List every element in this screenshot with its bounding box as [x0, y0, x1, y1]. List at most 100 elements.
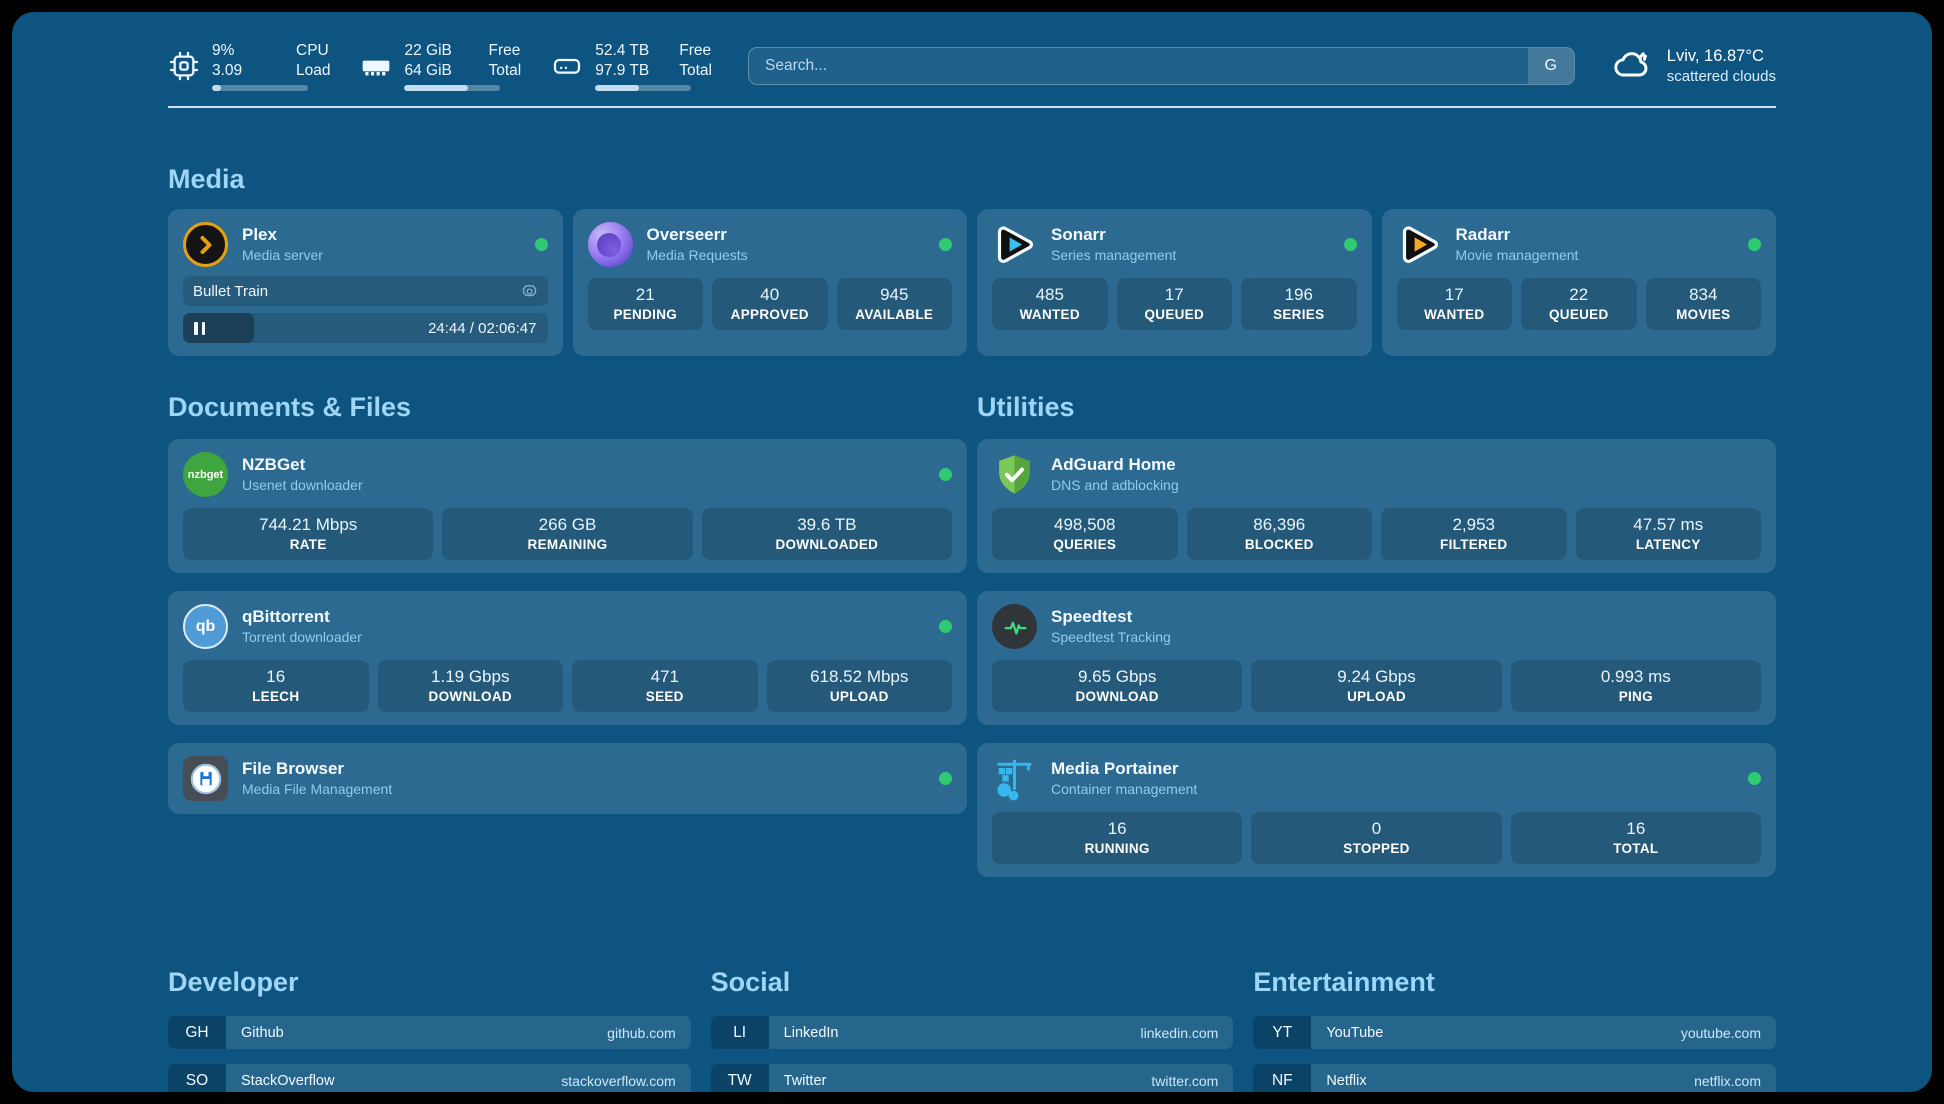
- service-subtitle: Movie management: [1455, 247, 1579, 264]
- cpu-label-1: CPU: [296, 42, 329, 60]
- service-name: Plex: [242, 225, 277, 245]
- service-subtitle: DNS and adblocking: [1051, 477, 1179, 494]
- section-title-documents: Documents & Files: [168, 392, 412, 422]
- bookmark-abbr: LI: [710, 1016, 769, 1049]
- disk-label-1: Free: [679, 42, 712, 60]
- bookmark-netflix[interactable]: NF Netflix netflix.com: [1253, 1064, 1776, 1092]
- playback-progress-bar[interactable]: 24:44 / 02:06:47: [183, 313, 548, 343]
- bookmark-group-social: Social LI LinkedIn linkedin.com TW Twitt…: [710, 967, 1234, 1092]
- bookmark-name: StackOverflow: [241, 1072, 335, 1089]
- session-settings-icon[interactable]: [521, 283, 538, 300]
- stat-box: 40 APPROVED: [712, 278, 828, 330]
- bookmark-github[interactable]: GH Github github.com: [168, 1016, 691, 1049]
- service-card-radarr[interactable]: Radarr Movie management 17 WANTED 22 QUE…: [1381, 209, 1776, 356]
- weather-condition: scattered clouds: [1666, 67, 1776, 85]
- service-card-speedtest[interactable]: Speedtest Speedtest Tracking 9.65 Gbps D…: [977, 591, 1776, 725]
- search-bar: G: [747, 47, 1575, 85]
- dashboard: 9% 3.09 CPU Load: [12, 12, 1932, 1092]
- stat-box: 22 QUEUED: [1521, 278, 1637, 330]
- bookmark-url: youtube.com: [1680, 1024, 1761, 1041]
- status-online-dot: [534, 238, 548, 251]
- header-divider: [168, 106, 1776, 108]
- stat-box: 0.993 ms PING: [1510, 660, 1761, 712]
- plex-icon: [183, 222, 228, 267]
- stat-box: 16 RUNNING: [992, 812, 1243, 864]
- memory-label-1: Free: [488, 42, 521, 60]
- service-card-filebrowser[interactable]: File Browser Media File Management: [168, 743, 967, 814]
- status-online-dot: [939, 620, 952, 633]
- stat-box: 471 SEED: [572, 660, 758, 712]
- speedtest-icon: [992, 604, 1037, 649]
- playback-time: 24:44 / 02:06:47: [428, 319, 537, 337]
- disk-free-value: 52.4 TB: [595, 42, 650, 60]
- bookmark-twitter[interactable]: TW Twitter twitter.com: [710, 1064, 1234, 1092]
- section-title-developer: Developer: [168, 967, 299, 997]
- stat-box: 47.57 ms LATENCY: [1575, 508, 1761, 560]
- search-engine-button[interactable]: G: [1527, 48, 1574, 84]
- cpu-load-value: 3.09: [212, 61, 243, 79]
- overseerr-icon: [587, 222, 633, 267]
- status-online-dot: [1748, 772, 1761, 785]
- bookmark-name: Github: [241, 1024, 284, 1041]
- service-card-portainer[interactable]: Media Portainer Container management 16 …: [977, 743, 1776, 877]
- section-documents-files: Documents & Files nzbget NZBGet Usenet d…: [168, 392, 967, 895]
- service-name: Radarr: [1455, 225, 1511, 245]
- top-bar: 9% 3.09 CPU Load: [168, 36, 1776, 96]
- disk-icon: [551, 50, 583, 82]
- stat-box: 266 GB REMAINING: [442, 508, 693, 560]
- bookmark-stackoverflow[interactable]: SO StackOverflow stackoverflow.com: [168, 1064, 691, 1092]
- service-card-nzbget[interactable]: nzbget NZBGet Usenet downloader 744.21 M…: [168, 439, 967, 573]
- bookmark-name: Twitter: [783, 1072, 827, 1089]
- bookmark-linkedin[interactable]: LI LinkedIn linkedin.com: [710, 1016, 1234, 1049]
- stat-box: 744.21 Mbps RATE: [183, 508, 434, 560]
- cpu-widget: 9% 3.09 CPU Load: [168, 41, 330, 91]
- stat-box: 9.24 Gbps UPLOAD: [1251, 660, 1502, 712]
- service-card-adguard[interactable]: AdGuard Home DNS and adblocking 498,508 …: [977, 439, 1776, 573]
- cpu-label-2: Load: [296, 61, 331, 79]
- service-subtitle: Speedtest Tracking: [1051, 629, 1171, 646]
- section-utilities: Utilities A: [977, 392, 1776, 895]
- service-name: Overseerr: [646, 225, 727, 245]
- stat-box: 945 AVAILABLE: [836, 278, 952, 330]
- pause-icon[interactable]: [194, 321, 205, 335]
- cpu-icon: [168, 50, 200, 82]
- stat-box: 16 LEECH: [183, 660, 369, 712]
- service-subtitle: Media server: [242, 247, 323, 264]
- bookmark-name: YouTube: [1326, 1024, 1384, 1041]
- disk-total-value: 97.9 TB: [595, 61, 650, 79]
- service-card-qbittorrent[interactable]: qb qBittorrent Torrent downloader 16 LEE…: [168, 591, 967, 725]
- adguard-icon: [992, 452, 1037, 497]
- stat-box: 485 WANTED: [992, 278, 1108, 330]
- service-subtitle: Torrent downloader: [242, 629, 362, 646]
- search-input[interactable]: [747, 47, 1575, 85]
- qbittorrent-icon: qb: [183, 604, 228, 649]
- bookmark-url: github.com: [607, 1024, 676, 1041]
- disk-progress-bar: [595, 84, 692, 91]
- stat-box: 16 TOTAL: [1510, 812, 1761, 864]
- bookmark-url: linkedin.com: [1140, 1024, 1219, 1041]
- bookmark-abbr: SO: [168, 1064, 226, 1092]
- bookmark-group-entertainment: Entertainment YT YouTube youtube.com NF …: [1253, 967, 1776, 1092]
- status-online-dot: [939, 772, 952, 785]
- service-name: Sonarr: [1051, 225, 1106, 245]
- service-card-overseerr[interactable]: Overseerr Media Requests 21 PENDING 40 A…: [572, 209, 967, 356]
- status-online-dot: [1748, 238, 1761, 251]
- stat-box: 2,953 FILTERED: [1381, 508, 1567, 560]
- memory-icon: [360, 50, 392, 82]
- bookmark-abbr: NF: [1253, 1064, 1312, 1092]
- memory-progress-bar: [404, 84, 501, 91]
- memory-total-value: 64 GiB: [404, 61, 452, 79]
- bookmark-name: Netflix: [1326, 1072, 1367, 1089]
- nzbget-icon: nzbget: [183, 452, 228, 497]
- bookmark-abbr: TW: [710, 1064, 769, 1092]
- service-card-plex[interactable]: Plex Media server Bullet Train: [168, 209, 563, 356]
- stat-box: 86,396 BLOCKED: [1186, 508, 1372, 560]
- stat-box: 21 PENDING: [587, 278, 703, 330]
- service-card-sonarr[interactable]: Sonarr Series management 485 WANTED 17 Q…: [977, 209, 1372, 356]
- bookmark-url: stackoverflow.com: [561, 1072, 676, 1089]
- weather-widget[interactable]: Lviv, 16.87°C scattered clouds: [1611, 42, 1776, 91]
- service-name: AdGuard Home: [1051, 455, 1176, 475]
- service-subtitle: Usenet downloader: [242, 477, 363, 494]
- bookmark-youtube[interactable]: YT YouTube youtube.com: [1253, 1016, 1776, 1049]
